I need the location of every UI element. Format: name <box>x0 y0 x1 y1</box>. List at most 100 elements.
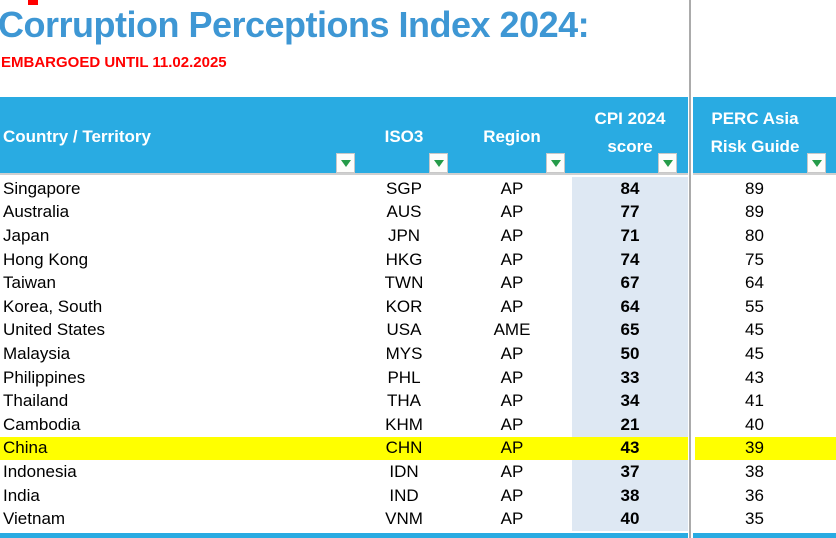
filter-dropdown-perc[interactable] <box>807 153 826 173</box>
cell-perc-score[interactable]: 35 <box>745 509 764 529</box>
cell-cpi-score[interactable]: 21 <box>572 412 688 437</box>
column-gap <box>688 436 695 461</box>
bottom-section-band-right <box>693 533 836 538</box>
column-gap <box>688 224 695 248</box>
cell-region[interactable]: AP <box>500 202 524 222</box>
cell-region[interactable]: AP <box>500 485 524 505</box>
cell-country[interactable]: India <box>3 485 40 505</box>
column-gap <box>688 365 695 390</box>
table-row: Japan JPN AP 71 80 <box>0 224 836 248</box>
cell-region[interactable]: AP <box>500 343 524 363</box>
cell-iso3[interactable]: KOR <box>385 296 423 316</box>
cell-iso3[interactable]: IDN <box>389 461 419 481</box>
cell-cpi-score[interactable]: 50 <box>572 342 688 366</box>
table-row: Vietnam VNM AP 40 35 <box>0 507 836 531</box>
cell-country[interactable]: Singapore <box>3 178 81 198</box>
cell-region[interactable]: AME <box>493 320 531 340</box>
cell-iso3[interactable]: VNM <box>385 509 423 529</box>
cell-country[interactable]: Japan <box>3 225 50 245</box>
cell-iso3[interactable]: MYS <box>385 343 423 363</box>
column-header-region[interactable]: Region <box>483 127 541 146</box>
cell-country[interactable]: Indonesia <box>3 461 77 481</box>
cell-cpi-score[interactable]: 65 <box>572 318 688 343</box>
cell-iso3[interactable]: HKG <box>385 249 423 269</box>
cell-perc-score[interactable]: 41 <box>745 391 764 411</box>
cell-iso3[interactable]: SGP <box>386 178 422 198</box>
column-gap <box>688 412 695 437</box>
cell-perc-score[interactable]: 89 <box>745 178 764 198</box>
cell-region[interactable]: AP <box>500 178 524 198</box>
column-header-cpi-score[interactable]: CPI 2024 score <box>572 105 688 161</box>
cell-region[interactable]: AP <box>500 249 524 269</box>
cell-iso3[interactable]: IND <box>389 485 419 505</box>
cell-perc-score[interactable]: 80 <box>745 225 764 245</box>
cell-region[interactable]: AP <box>500 225 524 245</box>
cell-country[interactable]: Korea, South <box>3 296 103 316</box>
cell-country[interactable]: Malaysia <box>3 343 71 363</box>
cell-iso3[interactable]: TWN <box>384 273 424 293</box>
table-row-highlighted: China CHN AP 43 39 <box>0 436 836 461</box>
cell-iso3[interactable]: CHN <box>356 436 452 461</box>
cell-region[interactable]: AP <box>500 273 524 293</box>
cell-perc-score[interactable]: 39 <box>695 436 836 461</box>
cell-perc-score[interactable]: 45 <box>745 343 764 363</box>
cell-perc-score[interactable]: 45 <box>745 320 764 340</box>
cell-iso3[interactable]: JPN <box>387 225 421 245</box>
cell-region[interactable]: AP <box>500 461 524 481</box>
cell-cpi-score[interactable]: 74 <box>572 247 688 272</box>
cell-country[interactable]: Taiwan <box>3 273 56 293</box>
cell-perc-score[interactable]: 40 <box>745 414 764 434</box>
cell-cpi-score[interactable]: 38 <box>572 483 688 508</box>
column-header-perc[interactable]: PERC Asia Risk Guide <box>695 105 815 161</box>
cell-iso3[interactable]: PHL <box>387 367 421 387</box>
filter-dropdown-country[interactable] <box>336 153 355 173</box>
cell-cpi-score[interactable]: 67 <box>572 271 688 295</box>
cell-iso3[interactable]: AUS <box>386 202 422 222</box>
cell-cpi-score[interactable]: 34 <box>572 389 688 413</box>
cell-region[interactable]: AP <box>500 296 524 316</box>
cell-cpi-score[interactable]: 84 <box>572 177 688 201</box>
cell-perc-score[interactable]: 55 <box>745 296 764 316</box>
cell-perc-score[interactable]: 89 <box>745 202 764 222</box>
cell-cpi-score[interactable]: 40 <box>572 507 688 531</box>
column-header-iso3[interactable]: ISO3 <box>384 127 424 146</box>
cell-cpi-score[interactable]: 33 <box>572 365 688 390</box>
cell-country[interactable]: China <box>0 436 356 461</box>
cell-cpi-score[interactable]: 43 <box>572 436 688 461</box>
filter-dropdown-region[interactable] <box>546 153 565 173</box>
cell-perc-score[interactable]: 64 <box>745 273 764 293</box>
cell-country[interactable]: United States <box>3 320 106 340</box>
cell-country[interactable]: Cambodia <box>3 414 81 434</box>
cell-iso3[interactable]: THA <box>387 391 421 411</box>
table-row: Taiwan TWN AP 67 64 <box>0 271 836 295</box>
cell-iso3[interactable]: USA <box>386 320 422 340</box>
cell-perc-score[interactable]: 75 <box>745 249 764 269</box>
cell-country[interactable]: Thailand <box>3 391 69 411</box>
cell-country[interactable]: Philippines <box>3 367 86 387</box>
filter-dropdown-iso3[interactable] <box>429 153 448 173</box>
cell-country[interactable]: Hong Kong <box>3 249 89 269</box>
cell-country[interactable]: Australia <box>3 202 70 222</box>
cell-region[interactable]: AP <box>452 436 572 461</box>
cell-cpi-score[interactable]: 77 <box>572 200 688 225</box>
filter-dropdown-cpi-score[interactable] <box>658 153 677 173</box>
cell-region[interactable]: AP <box>500 414 524 434</box>
cell-perc-score[interactable]: 43 <box>745 367 764 387</box>
cell-region[interactable]: AP <box>500 367 524 387</box>
cell-country[interactable]: Vietnam <box>3 509 66 529</box>
cell-cpi-score[interactable]: 37 <box>572 460 688 484</box>
table-row: United States USA AME 65 45 <box>0 318 836 343</box>
cell-region[interactable]: AP <box>500 509 524 529</box>
column-gap <box>688 318 695 343</box>
cell-region[interactable]: AP <box>500 391 524 411</box>
column-header-country[interactable]: Country / Territory <box>3 127 151 146</box>
column-gap <box>688 200 695 225</box>
cell-cpi-score[interactable]: 71 <box>572 224 688 248</box>
table-row: Australia AUS AP 77 89 <box>0 200 836 225</box>
cell-perc-score[interactable]: 36 <box>745 485 764 505</box>
cell-perc-score[interactable]: 38 <box>745 461 764 481</box>
column-gap <box>688 483 695 508</box>
cell-cpi-score[interactable]: 64 <box>572 294 688 319</box>
page-title: Corruption Perceptions Index 2024: <box>0 4 590 45</box>
cell-iso3[interactable]: KHM <box>385 414 423 434</box>
